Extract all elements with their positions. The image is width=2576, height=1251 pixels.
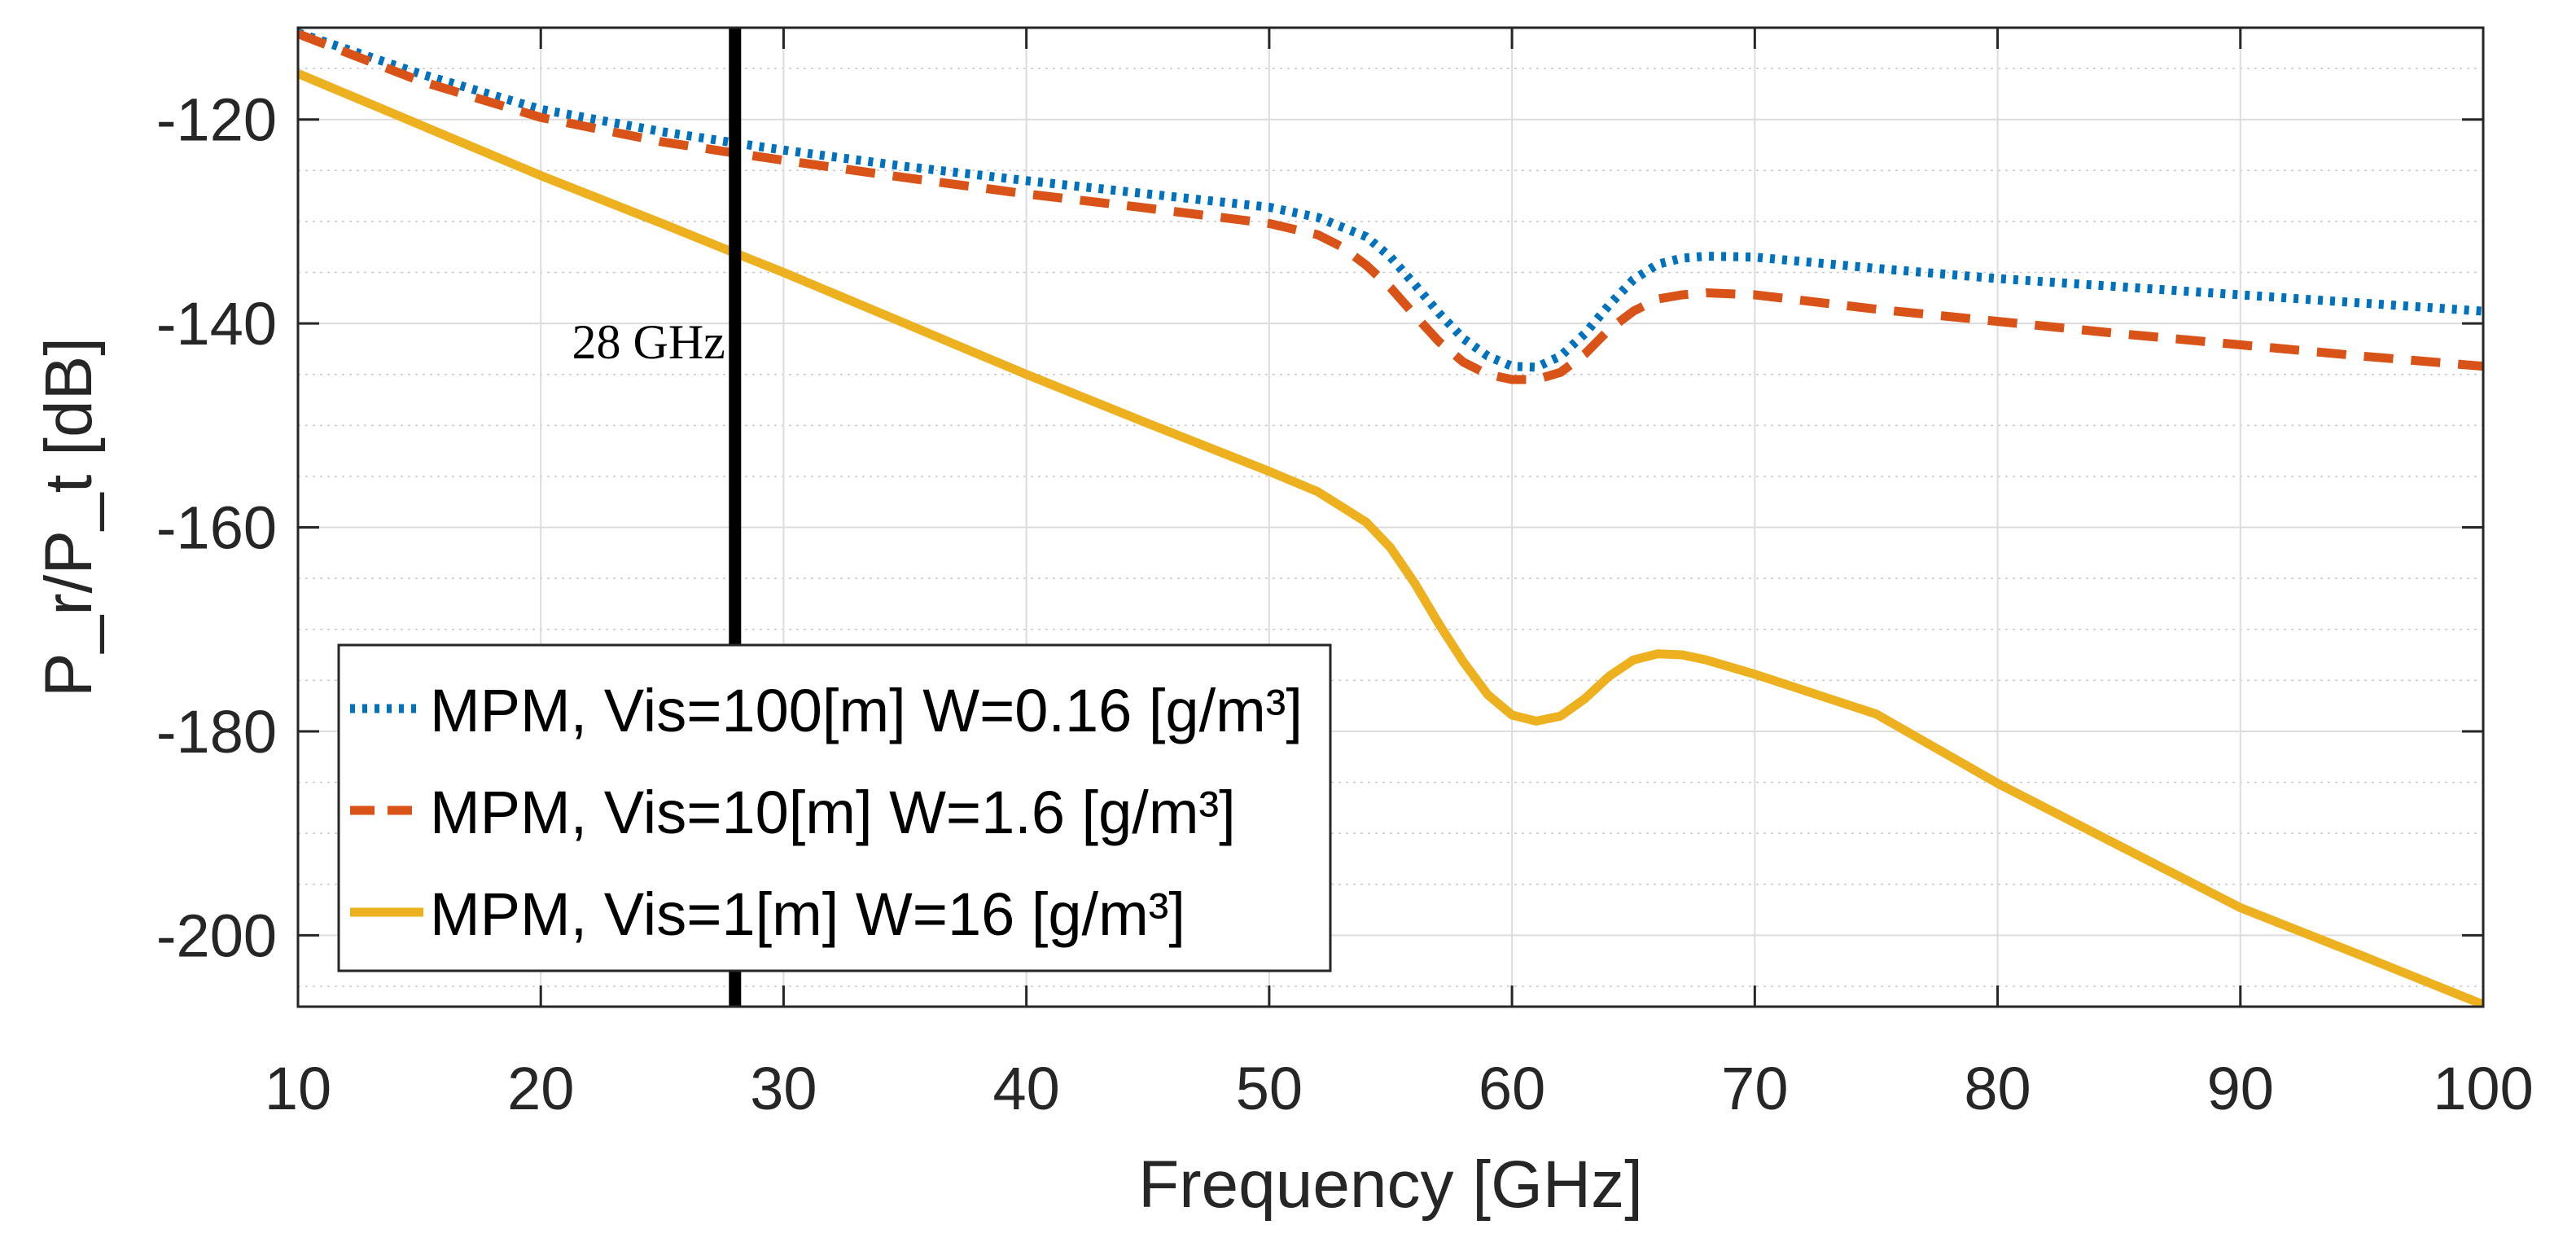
- series-line-1: [298, 29, 2483, 372]
- y-tick-label: -200: [156, 902, 277, 969]
- y-tick-label: -140: [156, 290, 277, 358]
- x-tick-label: 100: [2433, 1055, 2533, 1122]
- legend-box: [337, 643, 1332, 972]
- legend-label-1: MPM, Vis=100[m] W=0.16 [g/m³]: [430, 677, 1303, 744]
- y-tick-label: -160: [156, 494, 277, 562]
- x-tick-label: 20: [507, 1055, 574, 1122]
- x-tick-label: 10: [265, 1055, 331, 1122]
- series-line-2: [298, 29, 2483, 384]
- ticks: [296, 28, 2485, 1007]
- series-line-3: [298, 69, 2483, 1007]
- x-tick-label: 90: [2207, 1055, 2274, 1122]
- x-tick-label: 40: [993, 1055, 1060, 1122]
- legend-label-3: MPM, Vis=1[m] W=16 [g/m³]: [430, 880, 1185, 948]
- x-tick-label: 70: [1721, 1055, 1788, 1122]
- plot-frame: [296, 26, 2485, 1008]
- legend-label-2: MPM, Vis=10[m] W=1.6 [g/m³]: [430, 779, 1236, 846]
- x-tick-label: 80: [1964, 1055, 2031, 1122]
- x-tick-label: 50: [1236, 1055, 1303, 1122]
- y-tick-label: -120: [156, 86, 277, 154]
- y-axis-title: P_r/P_t [dB]: [32, 337, 106, 697]
- x-tick-labels: 10 20 30 40 50 60 70 80 90 100: [265, 1055, 2534, 1122]
- x-tick-label: 60: [1479, 1055, 1545, 1122]
- x-axis-title: Frequency [GHz]: [1138, 1148, 1643, 1222]
- y-tick-label: -180: [156, 698, 277, 766]
- marker-label: 28 GHz: [572, 315, 725, 369]
- legend: MPM, Vis=100[m] W=0.16 [g/m³] MPM, Vis=10…: [337, 643, 1332, 972]
- x-tick-label: 30: [750, 1055, 817, 1122]
- series-group: [298, 29, 2483, 1007]
- y-tick-labels: -120 -140 -160 -180 -200: [156, 86, 277, 970]
